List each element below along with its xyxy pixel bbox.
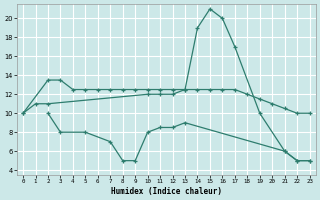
X-axis label: Humidex (Indice chaleur): Humidex (Indice chaleur)	[111, 187, 222, 196]
